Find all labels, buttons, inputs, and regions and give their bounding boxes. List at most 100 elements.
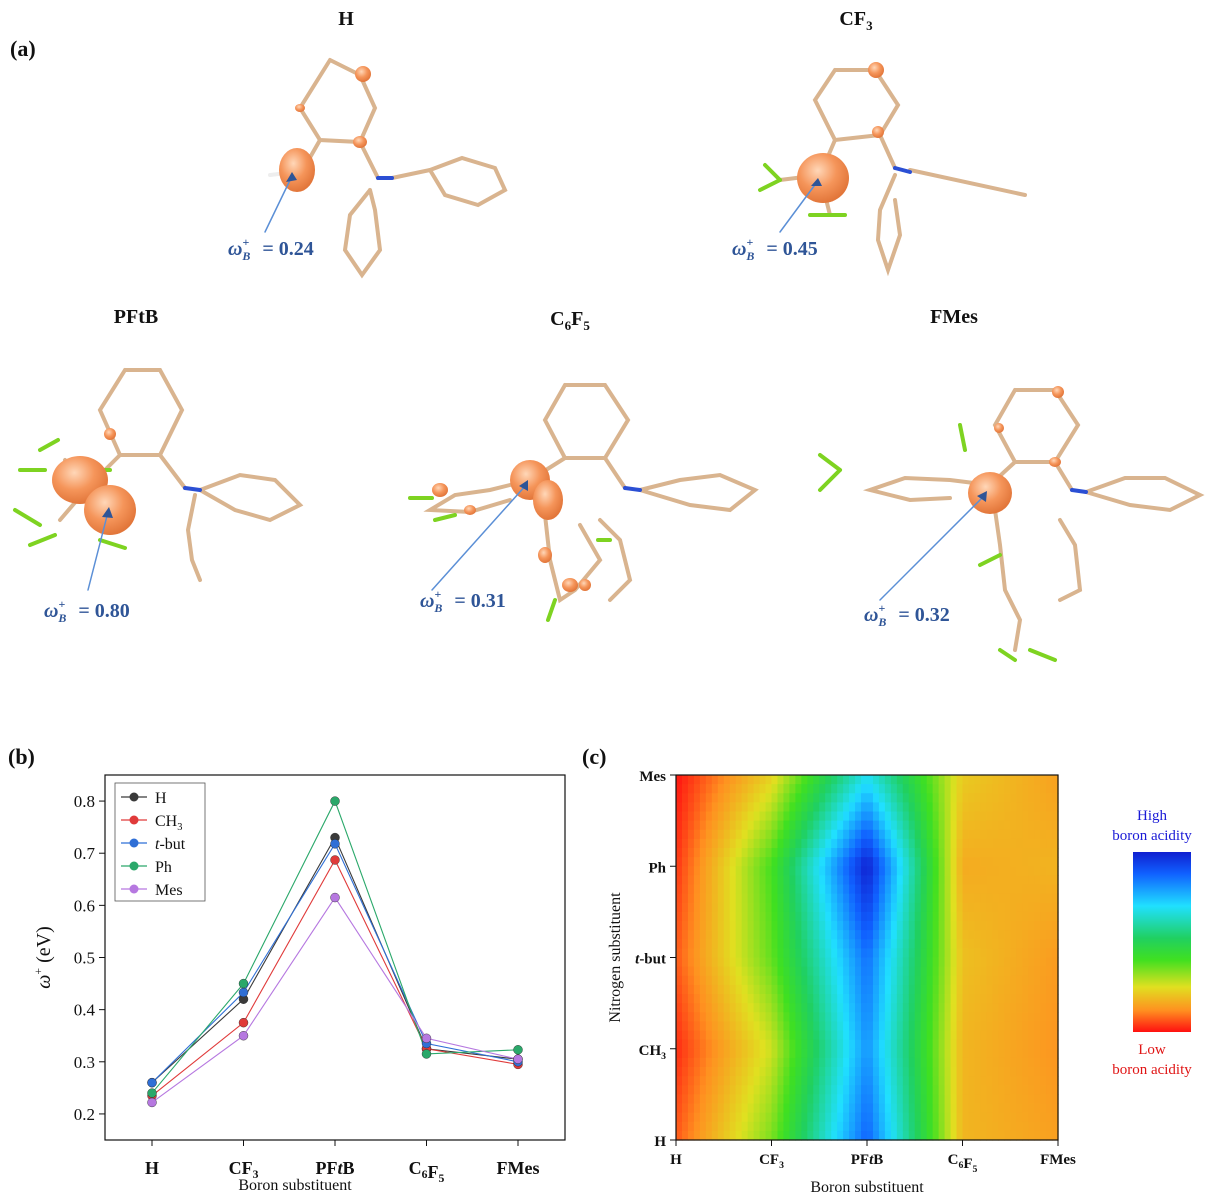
heatmap-cell [855,848,862,858]
heatmap-cell [1016,1030,1023,1041]
heatmap-cell [962,820,970,831]
heatmap-cell [717,838,725,849]
heatmap-cell [902,838,910,849]
heatmap-cell [944,966,952,977]
heatmap-cell [855,1030,862,1041]
heatmap-cell [777,811,785,822]
heatmap-cell [723,948,731,959]
heatmap-cell [938,857,946,867]
heatmap-cell [1016,811,1023,822]
heatmap-cell [896,1085,904,1095]
legend-label: t-but [155,836,186,853]
heatmap-cell [849,848,856,858]
heatmap-cell [825,829,832,840]
heatmap-cell [765,875,773,886]
heatmap-cell [914,866,922,876]
heatmap-cell [837,1121,844,1132]
colorbar-high-label: High boron acidity [1112,808,1192,844]
heatmap-cell [849,793,856,803]
heatmap-cell [992,775,999,785]
heatmap-cell [711,1030,719,1041]
heatmap-cell [849,957,856,968]
heatmap-cell [771,838,779,849]
heatmap-cell [1052,784,1059,794]
heatmap-cell [711,1057,719,1068]
heatmap-cell [831,1030,838,1041]
heatmap-cell [729,975,737,986]
heatmap-cell [789,1076,796,1086]
heatmap-cell [950,866,958,876]
heatmap-cell [962,994,970,1004]
heatmap-cell [699,875,707,886]
heatmap-cell [831,838,838,849]
heatmap-cell [986,930,993,940]
heatmap-cell [753,1048,761,1059]
heatmap-cell [693,893,701,904]
heatmap-cell [956,948,964,959]
heatmap-cell [1046,1085,1053,1095]
heatmap-cell [855,1103,862,1114]
heatmap-cell [861,902,868,913]
heatmap-cell [992,784,999,794]
heatmap-cell [717,1103,725,1114]
heatmap-cell [908,939,916,949]
heatmap-cell [759,1003,767,1013]
heatmap-cell [789,1112,796,1123]
heatmap-cell [837,1048,844,1059]
heatmap-cell [759,1012,767,1022]
heatmap-cell [938,1085,946,1095]
heatmap-cell [819,1067,826,1077]
heatmap-cell [676,1112,683,1123]
heatmap-cell [807,793,814,803]
legend-marker [129,884,139,894]
heatmap-cell [992,1130,999,1141]
heatmap-cell [1016,975,1023,986]
heatmap-cell [1028,930,1035,940]
heatmap-cell [992,811,999,822]
heatmap-cell [980,866,987,876]
heatmap-cell [890,1012,898,1022]
heatmap-cell [986,1003,993,1013]
heatmap-cell [890,884,898,895]
heatmap-cell [962,930,970,940]
heatmap-cell [777,848,785,858]
heatmap-cell [878,1048,886,1059]
heatmap-cell [771,930,779,940]
heatmap-cell [962,1003,970,1013]
heatmap-cell [795,930,802,940]
heatmap-cell [813,1103,820,1114]
heatmap-cell [1052,1057,1059,1068]
heatmap-cell [1010,875,1017,886]
heatmap-cell [956,1085,964,1095]
heatmap-cell [831,875,838,886]
heatmap-cell [1016,1003,1023,1013]
heatmap-cell [986,829,993,840]
legend-marker [129,861,139,871]
heatmap-cell [938,1112,946,1123]
heatmap-cell [777,957,785,968]
heatmap-cell [705,838,713,849]
heatmap-cell [813,802,820,813]
heatmap-cell [681,1039,689,1050]
heatmap-cell [902,1067,910,1077]
heatmap-cell [717,1130,725,1141]
heatmap-cell [705,775,713,785]
heatmap-cell [896,793,904,803]
heatmap-cell [968,1103,976,1114]
heatmap-cell [676,1012,683,1022]
heatmap-cell [980,1048,987,1059]
x-axis-label: Boron substituent [810,1179,924,1196]
heatmap-cell [950,802,958,813]
heatmap-cell [831,948,838,959]
heatmap-cell [801,966,808,977]
heatmap-cell [729,838,737,849]
heatmap-cell [914,811,922,822]
heatmap-cell [735,957,743,968]
heatmap-cell [729,802,737,813]
heatmap-cell [944,902,952,913]
heatmap-cell [729,1003,737,1013]
heatmap-cell [819,857,826,867]
heatmap-cell [777,802,785,813]
heatmap-cell [676,911,683,922]
heatmap-cell [1028,1039,1035,1050]
